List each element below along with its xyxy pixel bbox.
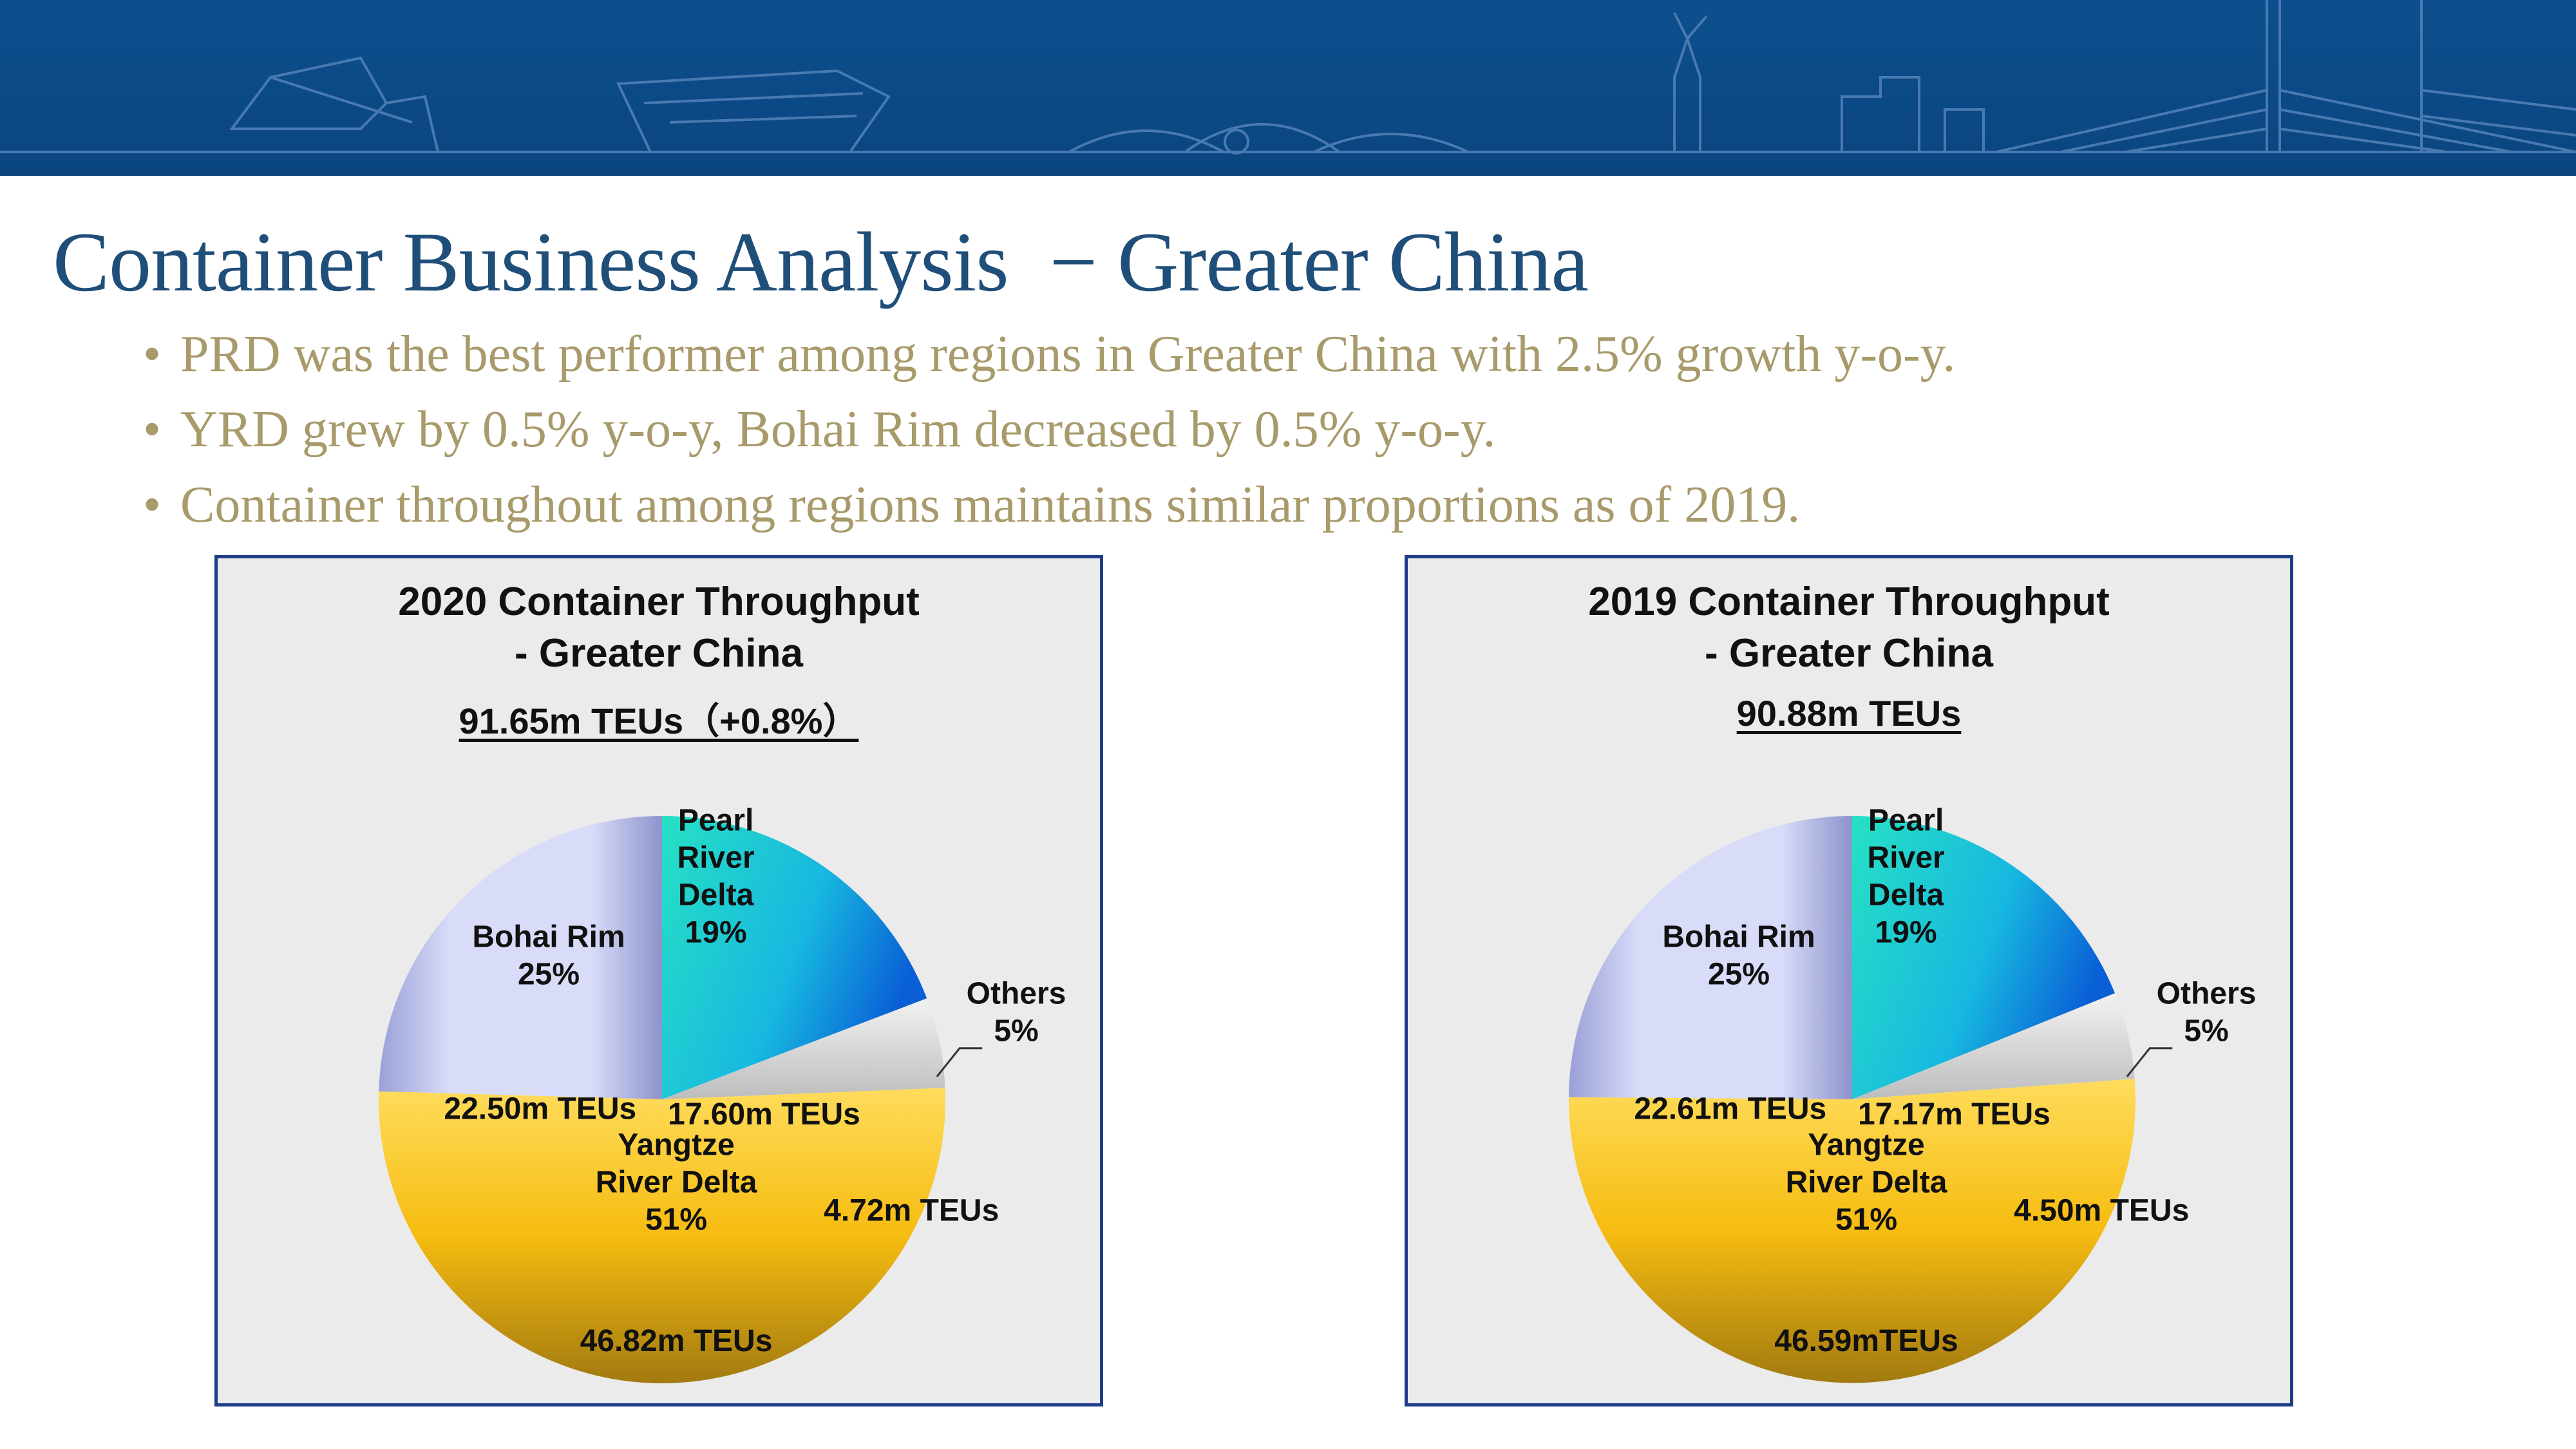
pie-slice-pearl-river-delta xyxy=(662,816,927,1099)
slice-value-label: 22.50m TEUs xyxy=(444,1092,636,1126)
bullet-text: PRD was the best performer among regions… xyxy=(180,326,1956,383)
chart-subtitle: - Greater China xyxy=(1705,631,1993,676)
slice-name-label: Pearl xyxy=(1868,803,1944,837)
pie-slice-yangtze-river-delta xyxy=(378,1088,945,1383)
bullet-marker: • xyxy=(143,477,162,533)
pie-slice-pearl-river-delta xyxy=(1852,816,2115,1099)
slice-name-label: Bohai Rim xyxy=(1662,920,1815,954)
leader-line xyxy=(2126,1047,2173,1077)
slice-name-label: River Delta xyxy=(1786,1166,1947,1200)
header-banner xyxy=(0,0,2576,176)
pie-chart-2020: 2020 Container Throughput - Greater Chin… xyxy=(214,555,1103,1406)
slice-value-label: 4.50m TEUs xyxy=(2014,1194,2189,1228)
leader-line xyxy=(936,1047,983,1077)
bullet-text: Container throughout among regions maint… xyxy=(180,477,1801,533)
slice-name-label: Others xyxy=(2157,977,2257,1011)
slice-percent-label: 25% xyxy=(518,958,580,992)
chart-title: 2020 Container Throughput xyxy=(398,580,920,624)
bullet-marker: • xyxy=(143,401,162,458)
pie-slice-others xyxy=(1852,993,2135,1099)
slice-value-label: 17.60m TEUs xyxy=(668,1097,860,1132)
slice-percent-label: 51% xyxy=(1835,1203,1897,1237)
chart-total: 90.88m TEUs xyxy=(1736,693,1962,734)
skyline-line-art xyxy=(0,0,2576,155)
slice-percent-label: 51% xyxy=(645,1203,707,1237)
bullet-marker: • xyxy=(143,326,162,383)
chart-subtitle: - Greater China xyxy=(515,631,803,676)
bullet-text: YRD grew by 0.5% y-o-y, Bohai Rim decrea… xyxy=(180,401,1496,458)
pie-slice-yangtze-river-delta xyxy=(1568,1079,2136,1383)
bullet-item: • YRD grew by 0.5% y-o-y, Bohai Rim decre… xyxy=(143,397,1955,473)
pie-chart-2019: 2019 Container Throughput - Greater Chin… xyxy=(1405,555,2293,1406)
slice-name-label: Yangtze xyxy=(618,1128,734,1162)
chart-total: 91.65m TEUs（+0.8%） xyxy=(459,701,859,741)
slice-value-label: 46.82m TEUs xyxy=(580,1324,773,1358)
slice-percent-label: 19% xyxy=(1875,915,1937,949)
slice-percent-label: 25% xyxy=(1708,958,1770,992)
page-title: Container Business Analysis − Greater Ch… xyxy=(53,214,1589,309)
slice-percent-label: 5% xyxy=(2184,1014,2228,1048)
slice-percent-label: 19% xyxy=(685,915,747,949)
slice-value-label: 46.59mTEUs xyxy=(1774,1324,1958,1358)
slice-name-label: Yangtze xyxy=(1808,1128,1924,1162)
bullet-list: • PRD was the best performer among region… xyxy=(143,322,1955,548)
slice-name-label: Bohai Rim xyxy=(472,920,625,954)
chart-title: 2019 Container Throughput xyxy=(1588,580,2110,624)
slice-value-label: 22.61m TEUs xyxy=(1634,1092,1826,1126)
slice-name-label: River xyxy=(677,840,755,875)
slice-name-label: Delta xyxy=(1868,878,1944,912)
bullet-item: • PRD was the best performer among region… xyxy=(143,322,1955,397)
slice-name-label: Delta xyxy=(678,878,754,912)
pie-slice-others xyxy=(662,998,945,1099)
pie-slice-bohai-rim xyxy=(1569,816,1852,1099)
slice-name-label: Pearl xyxy=(678,803,753,837)
bullet-item: • Container throughout among regions main… xyxy=(143,473,1955,548)
slice-name-label: River xyxy=(1868,840,1945,875)
slice-percent-label: 5% xyxy=(994,1014,1038,1048)
slice-name-label: Others xyxy=(967,977,1066,1011)
pie-slice-bohai-rim xyxy=(379,816,662,1099)
slice-value-label: 17.17m TEUs xyxy=(1858,1097,2050,1132)
slice-name-label: River Delta xyxy=(596,1166,757,1200)
slice-value-label: 4.72m TEUs xyxy=(824,1194,999,1228)
